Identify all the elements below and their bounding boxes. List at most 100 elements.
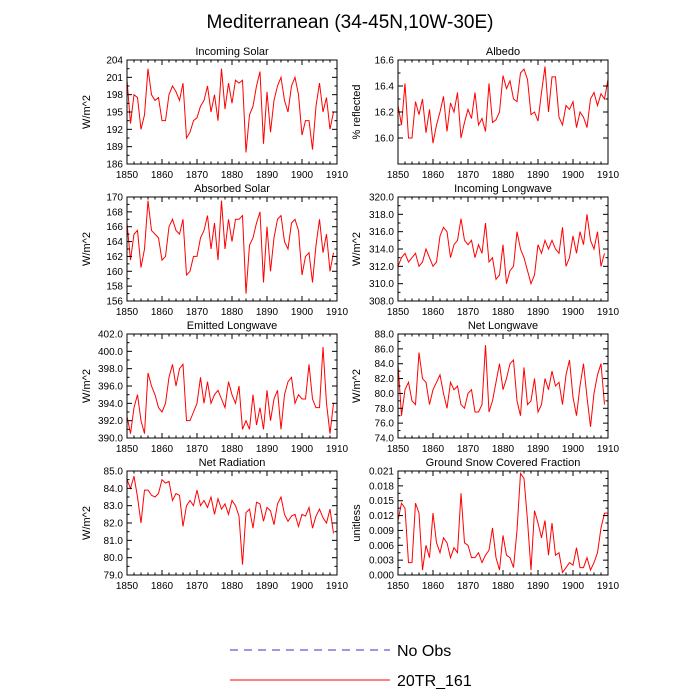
y-tick-label: 16.0 — [375, 134, 395, 145]
x-tick-label: 1870 — [186, 444, 209, 455]
panel-title: Incoming Longwave — [454, 183, 552, 195]
y-axis-label: W/m^2 — [81, 95, 93, 129]
y-axis-label: W/m^2 — [351, 369, 363, 403]
x-tick-label: 1860 — [422, 581, 445, 592]
y-tick-label: 0.003 — [369, 556, 394, 567]
y-tick-label: 0.009 — [369, 526, 394, 537]
x-tick-label: 1900 — [291, 170, 314, 181]
y-tick-label: 0.012 — [369, 511, 394, 522]
panel-incoming-solar: Incoming Solar W/m^2 1850 1860 1870 1880 1890 1… — [81, 46, 349, 181]
panel-albedo: Albedo % reflected 1850 1860 1870 1880 1890 190… — [351, 46, 620, 181]
x-tick-label: 1880 — [221, 170, 244, 181]
x-tick-label: 1880 — [492, 444, 515, 455]
panel-absorbed-solar: Absorbed Solar W/m^2 1850 1860 1870 1880 1890 1… — [81, 183, 349, 318]
y-axis-label: W/m^2 — [351, 232, 363, 266]
series-line — [126, 476, 334, 565]
legend-label-20tr-161: 20TR_161 — [397, 673, 472, 690]
y-tick-label: 198 — [106, 90, 123, 101]
y-tick-label: 0.015 — [369, 496, 394, 507]
series-line — [126, 200, 334, 294]
x-tick-label: 1860 — [422, 307, 445, 318]
series-line — [397, 345, 605, 427]
x-tick-label: 1850 — [116, 307, 139, 318]
x-tick-label: 1890 — [256, 581, 279, 592]
y-tick-label: 85.0 — [104, 467, 124, 478]
y-tick-label: 82.0 — [104, 519, 124, 530]
x-tick-label: 1910 — [597, 307, 620, 318]
y-tick-label: 394.0 — [98, 399, 123, 410]
y-tick-label: 158 — [106, 282, 123, 293]
figure-title: Mediterranean (34-45N,10W-30E) — [207, 12, 494, 33]
x-tick-label: 1880 — [492, 307, 515, 318]
x-tick-label: 1910 — [597, 170, 620, 181]
series-line — [397, 214, 605, 286]
y-tick-label: 204 — [106, 56, 123, 67]
panel-title: Emitted Longwave — [187, 320, 278, 332]
y-tick-label: 84.0 — [375, 359, 395, 370]
x-tick-label: 1880 — [221, 581, 244, 592]
legend-label-no-obs: No Obs — [397, 643, 451, 660]
panel-emitted-longwave: Emitted Longwave W/m^2 1850 1860 1870 1880 189… — [81, 320, 349, 455]
y-tick-label: 80.0 — [375, 389, 395, 400]
y-tick-label: 160 — [106, 267, 123, 278]
y-tick-label: 16.2 — [375, 108, 395, 119]
y-tick-label: 310.0 — [369, 279, 394, 290]
panel-title: Incoming Solar — [195, 46, 269, 58]
x-tick-label: 1910 — [597, 444, 620, 455]
x-tick-label: 1900 — [291, 581, 314, 592]
x-tick-label: 1910 — [326, 581, 349, 592]
x-tick-label: 1850 — [116, 581, 139, 592]
series-line — [397, 66, 609, 144]
x-tick-label: 1860 — [151, 307, 174, 318]
panel-net-longwave: Net Longwave W/m^2 1850 1860 1870 1880 1890 190… — [351, 320, 620, 455]
y-tick-label: 195 — [106, 108, 123, 119]
panel-incoming-longwave: Incoming Longwave W/m^2 1850 1860 1870 1880 18… — [351, 183, 620, 318]
x-tick-label: 1850 — [387, 581, 410, 592]
y-tick-label: 0.018 — [369, 481, 394, 492]
plot-frame — [397, 470, 609, 576]
y-tick-label: 314.0 — [369, 245, 394, 256]
x-tick-label: 1890 — [256, 170, 279, 181]
y-tick-label: 402.0 — [98, 330, 123, 341]
y-tick-label: 192 — [106, 125, 123, 136]
x-tick-label: 1860 — [151, 444, 174, 455]
y-tick-label: 16.6 — [375, 56, 395, 67]
x-tick-label: 1900 — [562, 170, 585, 181]
x-tick-label: 1880 — [221, 307, 244, 318]
panel-title: Absorbed Solar — [194, 183, 270, 195]
x-tick-label: 1890 — [527, 444, 550, 455]
panel-title: Ground Snow Covered Fraction — [426, 457, 581, 469]
series-line — [126, 346, 334, 434]
x-tick-label: 1890 — [527, 307, 550, 318]
y-tick-label: 16.4 — [375, 82, 395, 93]
x-tick-label: 1910 — [326, 307, 349, 318]
x-tick-label: 1900 — [562, 307, 585, 318]
y-axis-label: W/m^2 — [81, 232, 93, 266]
x-tick-label: 1900 — [562, 444, 585, 455]
x-tick-label: 1900 — [291, 307, 314, 318]
series-line — [126, 68, 334, 153]
x-tick-label: 1860 — [151, 581, 174, 592]
x-tick-label: 1850 — [387, 307, 410, 318]
x-tick-label: 1870 — [186, 170, 209, 181]
y-tick-label: 390.0 — [98, 434, 123, 445]
y-tick-label: 88.0 — [375, 330, 395, 341]
x-tick-label: 1860 — [422, 444, 445, 455]
y-tick-label: 82.0 — [375, 374, 395, 385]
y-axis-label: % reflected — [351, 84, 363, 139]
y-tick-label: 398.0 — [98, 364, 123, 375]
x-tick-label: 1900 — [291, 444, 314, 455]
legend: No Obs 20TR_161 — [230, 643, 472, 690]
y-tick-label: 316.0 — [369, 227, 394, 238]
y-tick-label: 308.0 — [369, 297, 394, 308]
y-axis-label: W/m^2 — [81, 369, 93, 403]
y-tick-label: 162 — [106, 252, 123, 263]
x-tick-label: 1860 — [422, 170, 445, 181]
x-tick-label: 1870 — [457, 307, 480, 318]
y-tick-label: 80.0 — [104, 553, 124, 564]
x-tick-label: 1870 — [186, 581, 209, 592]
y-tick-label: 86.0 — [375, 344, 395, 355]
x-tick-label: 1890 — [256, 444, 279, 455]
y-tick-label: 0.006 — [369, 541, 394, 552]
